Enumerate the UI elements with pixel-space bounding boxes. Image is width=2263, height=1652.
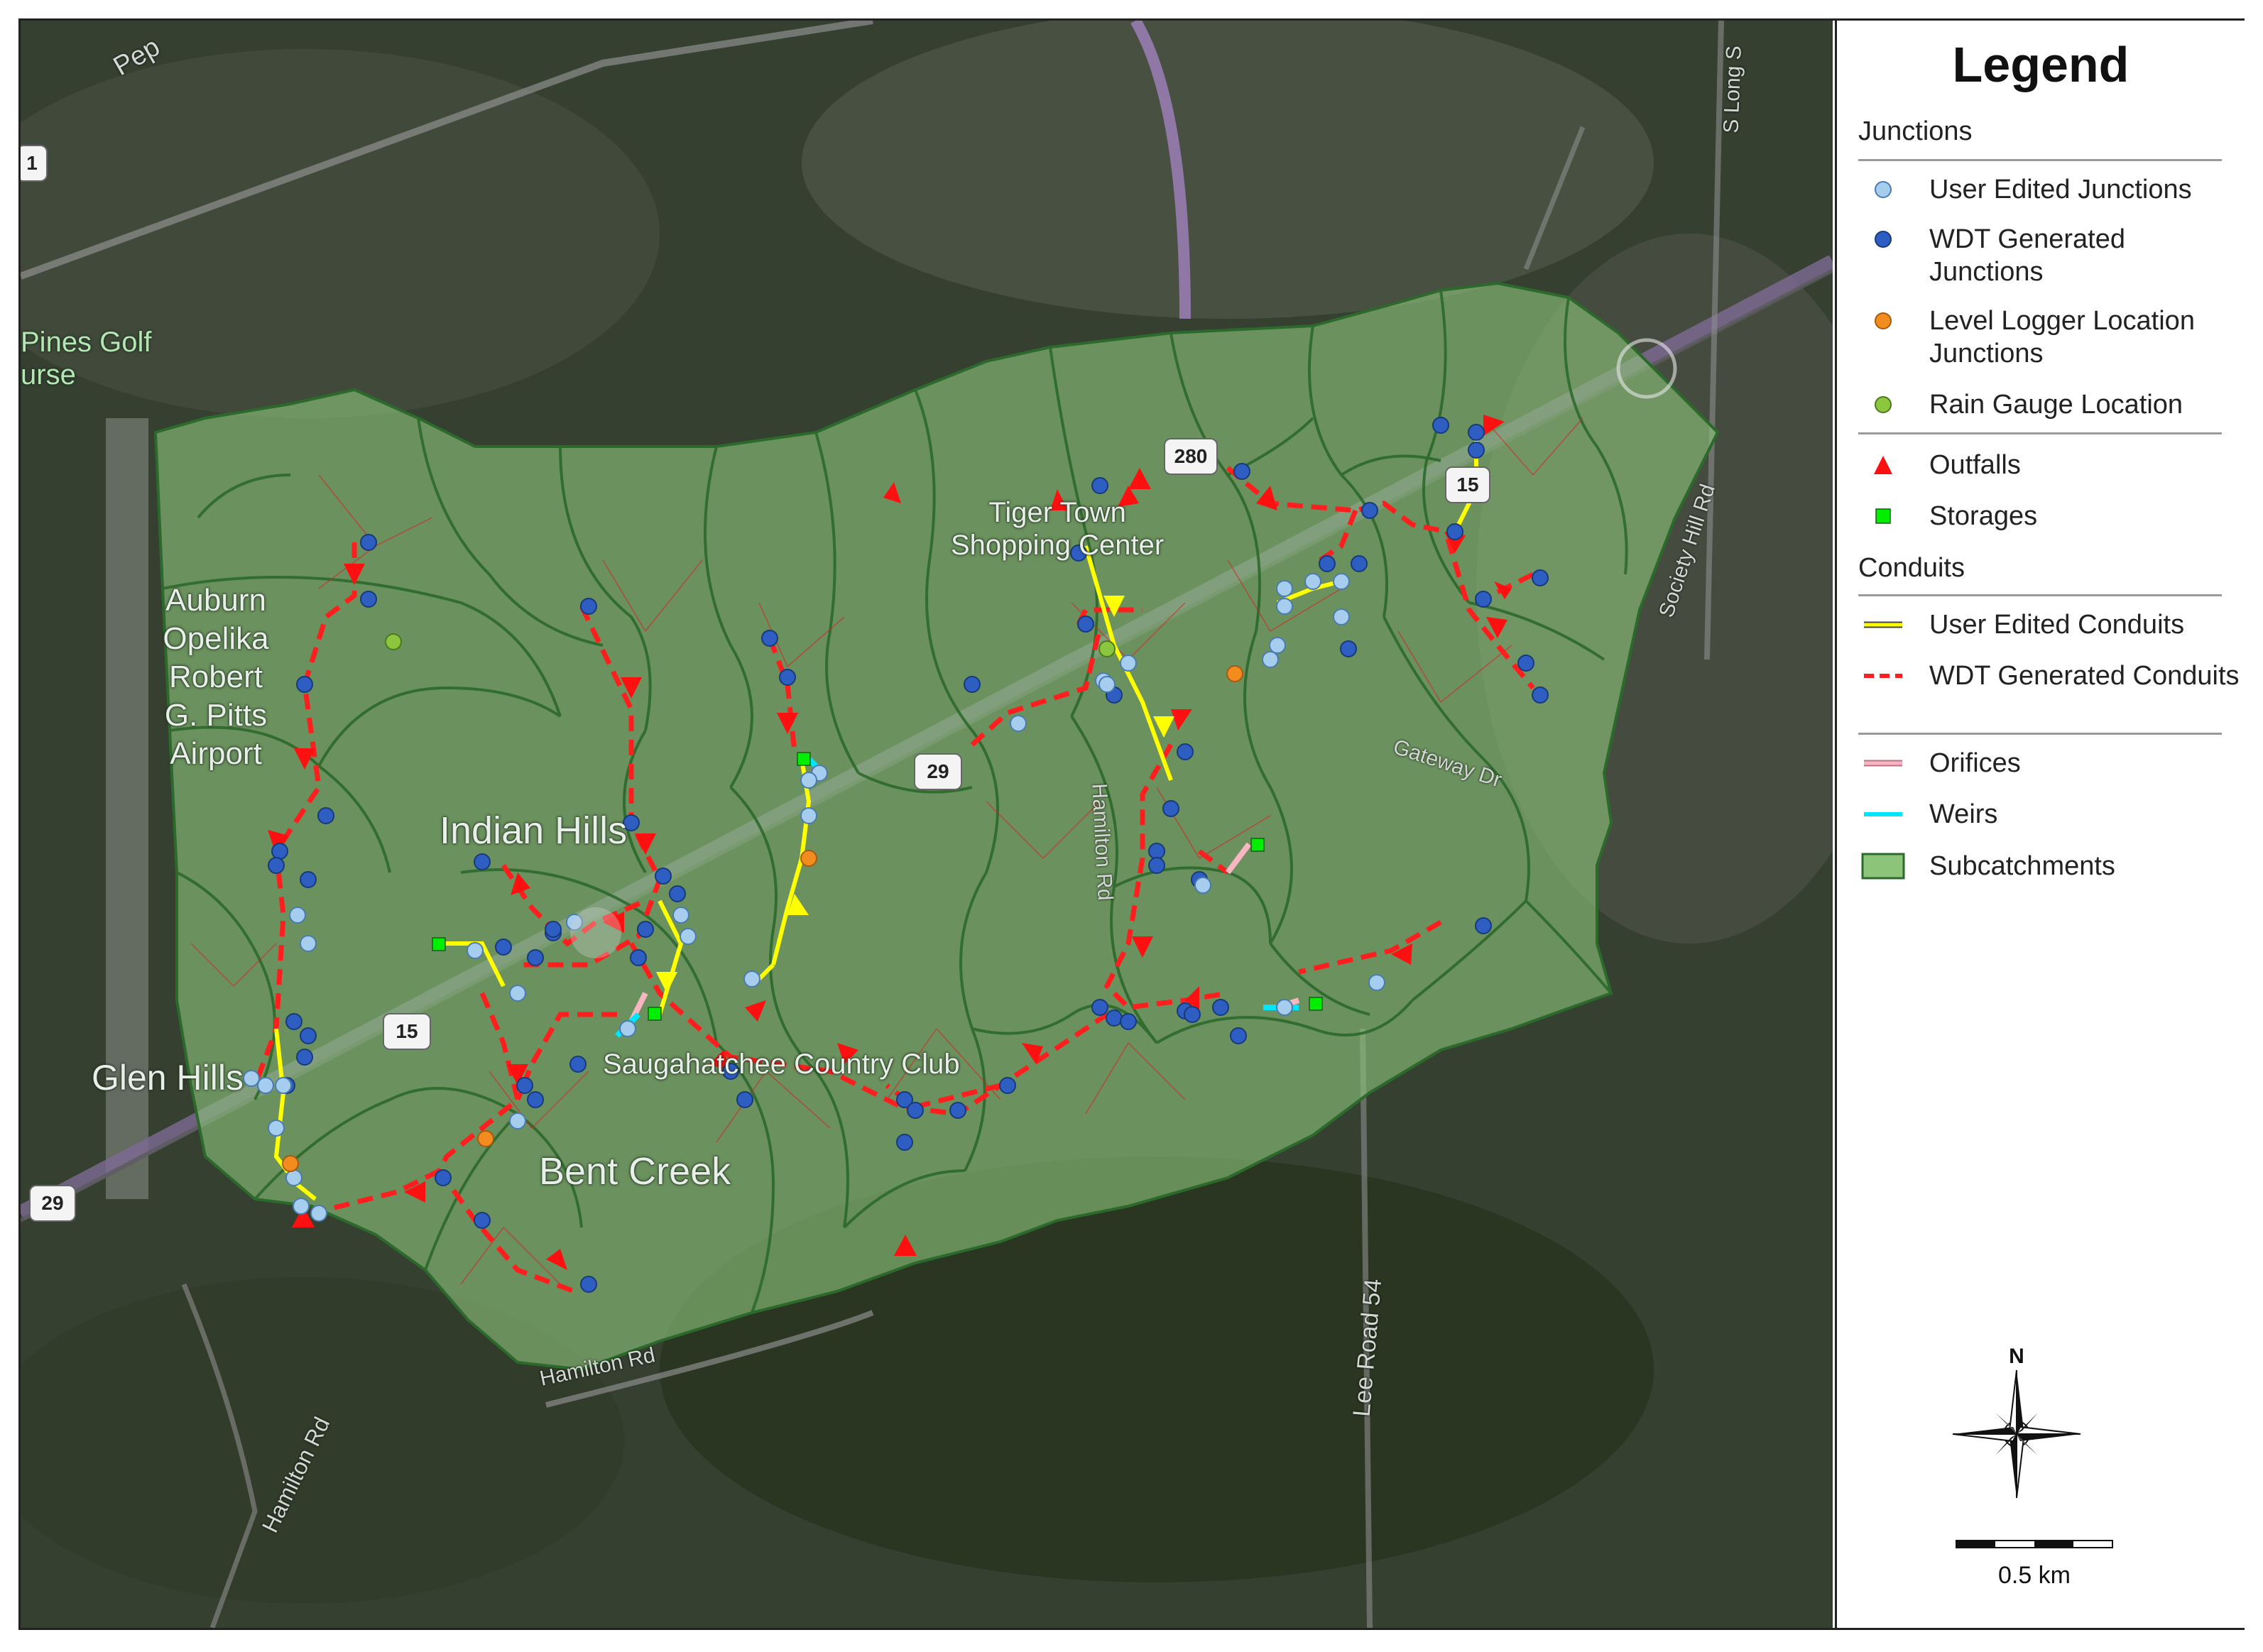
route-29-shield: 29 — [29, 1185, 76, 1222]
dark-blue-dot-icon — [1875, 231, 1892, 248]
route-280-shield: 280 — [1164, 438, 1218, 475]
legend-divider — [1858, 432, 2222, 434]
junctions-heading: Junctions — [1858, 116, 1973, 146]
legend-label: Level Logger Location Junctions — [1929, 306, 2195, 368]
compass-icon: N — [1952, 1345, 2081, 1499]
rain-gauge-junctions[interactable] — [385, 633, 1116, 657]
green-polygon-icon — [1861, 853, 1905, 880]
north-arrow: N — [1946, 1342, 2088, 1505]
legend-label: WDT Generated Junctions — [1929, 224, 2125, 287]
map-canvas — [21, 21, 1833, 1628]
airport-label: Auburn Opelika Robert G. Pitts Airport — [163, 583, 269, 771]
red-triangle-icon — [1874, 456, 1892, 474]
route-15-shield-east: 15 — [1445, 466, 1490, 503]
legend-label: Orifices — [1929, 748, 2021, 778]
highway-280 — [1130, 21, 1191, 319]
interchange-circle-2 — [570, 907, 621, 958]
legend-panel: Legend Junctions User Edited Junctions W… — [1835, 21, 2245, 1628]
subcatchment-connectors — [190, 417, 1583, 1285]
tiger-town-label: Tiger Town Shopping Center — [951, 497, 1165, 561]
legend-label: WDT Generated Conduits — [1929, 661, 2240, 691]
indian-hills-label: Indian Hills — [440, 809, 628, 852]
map-panel[interactable]: Auburn Opelika Robert G. Pitts Airport Pines… — [21, 21, 1833, 1628]
level-logger-junctions[interactable] — [282, 665, 1243, 1172]
scale-bar: 0.5 km — [1942, 1526, 2127, 1604]
light-blue-dot-icon — [1875, 181, 1892, 198]
route-15-shield: 15 — [383, 1013, 431, 1050]
legend-divider — [1858, 594, 2222, 596]
storages[interactable] — [432, 752, 1323, 1021]
orange-dot-icon — [1875, 312, 1892, 329]
interchange-circle — [1616, 338, 1677, 399]
glen-hills-label: Glen Hills — [92, 1058, 244, 1098]
airport-runway — [106, 418, 148, 1199]
north-letter: N — [2009, 1345, 2024, 1368]
red-dashed-line-icon — [1864, 674, 1902, 678]
route-29-shield-center: 29 — [914, 753, 962, 790]
green-square-icon — [1875, 508, 1891, 524]
legend-label: Subcatchments — [1929, 851, 2115, 881]
legend-label: Storages — [1929, 501, 2038, 531]
legend-label: Outfalls — [1929, 450, 2021, 480]
legend-divider — [1858, 159, 2222, 161]
legend-divider — [1858, 733, 2222, 735]
golf-course-label: Pines Golf urse — [21, 327, 152, 390]
green-dot-icon — [1875, 396, 1892, 413]
user-edited-junctions[interactable] — [243, 481, 1488, 1222]
legend-label: User Edited Junctions — [1929, 175, 2192, 204]
wdt-junctions[interactable] — [268, 417, 1549, 1293]
user-conduit-arrows — [656, 596, 1174, 993]
flow-arrows — [268, 415, 1512, 1270]
cyan-line-icon — [1864, 812, 1902, 816]
scale-bar-graphic — [1956, 1540, 2113, 1548]
route-1-shield: 1 — [21, 145, 48, 182]
legend-label: User Edited Conduits — [1929, 610, 2185, 640]
conduits-heading: Conduits — [1858, 553, 1965, 583]
yellow-line-icon — [1864, 621, 1902, 628]
legend-title: Legend — [1952, 37, 2130, 92]
pink-line-icon — [1864, 760, 1902, 767]
legend-label: Weirs — [1929, 799, 1998, 829]
bent-creek-label: Bent Creek — [539, 1150, 731, 1193]
legend-label: Rain Gauge Location — [1929, 390, 2183, 420]
scale-bar-label: 0.5 km — [1997, 1562, 2071, 1589]
saugahatchee-label: Saugahatchee Country Club — [603, 1049, 960, 1080]
outfalls[interactable] — [292, 468, 1151, 1256]
s-long-st-label: S Long S — [1719, 45, 1746, 134]
subcatchment-boundaries — [162, 290, 1628, 1313]
